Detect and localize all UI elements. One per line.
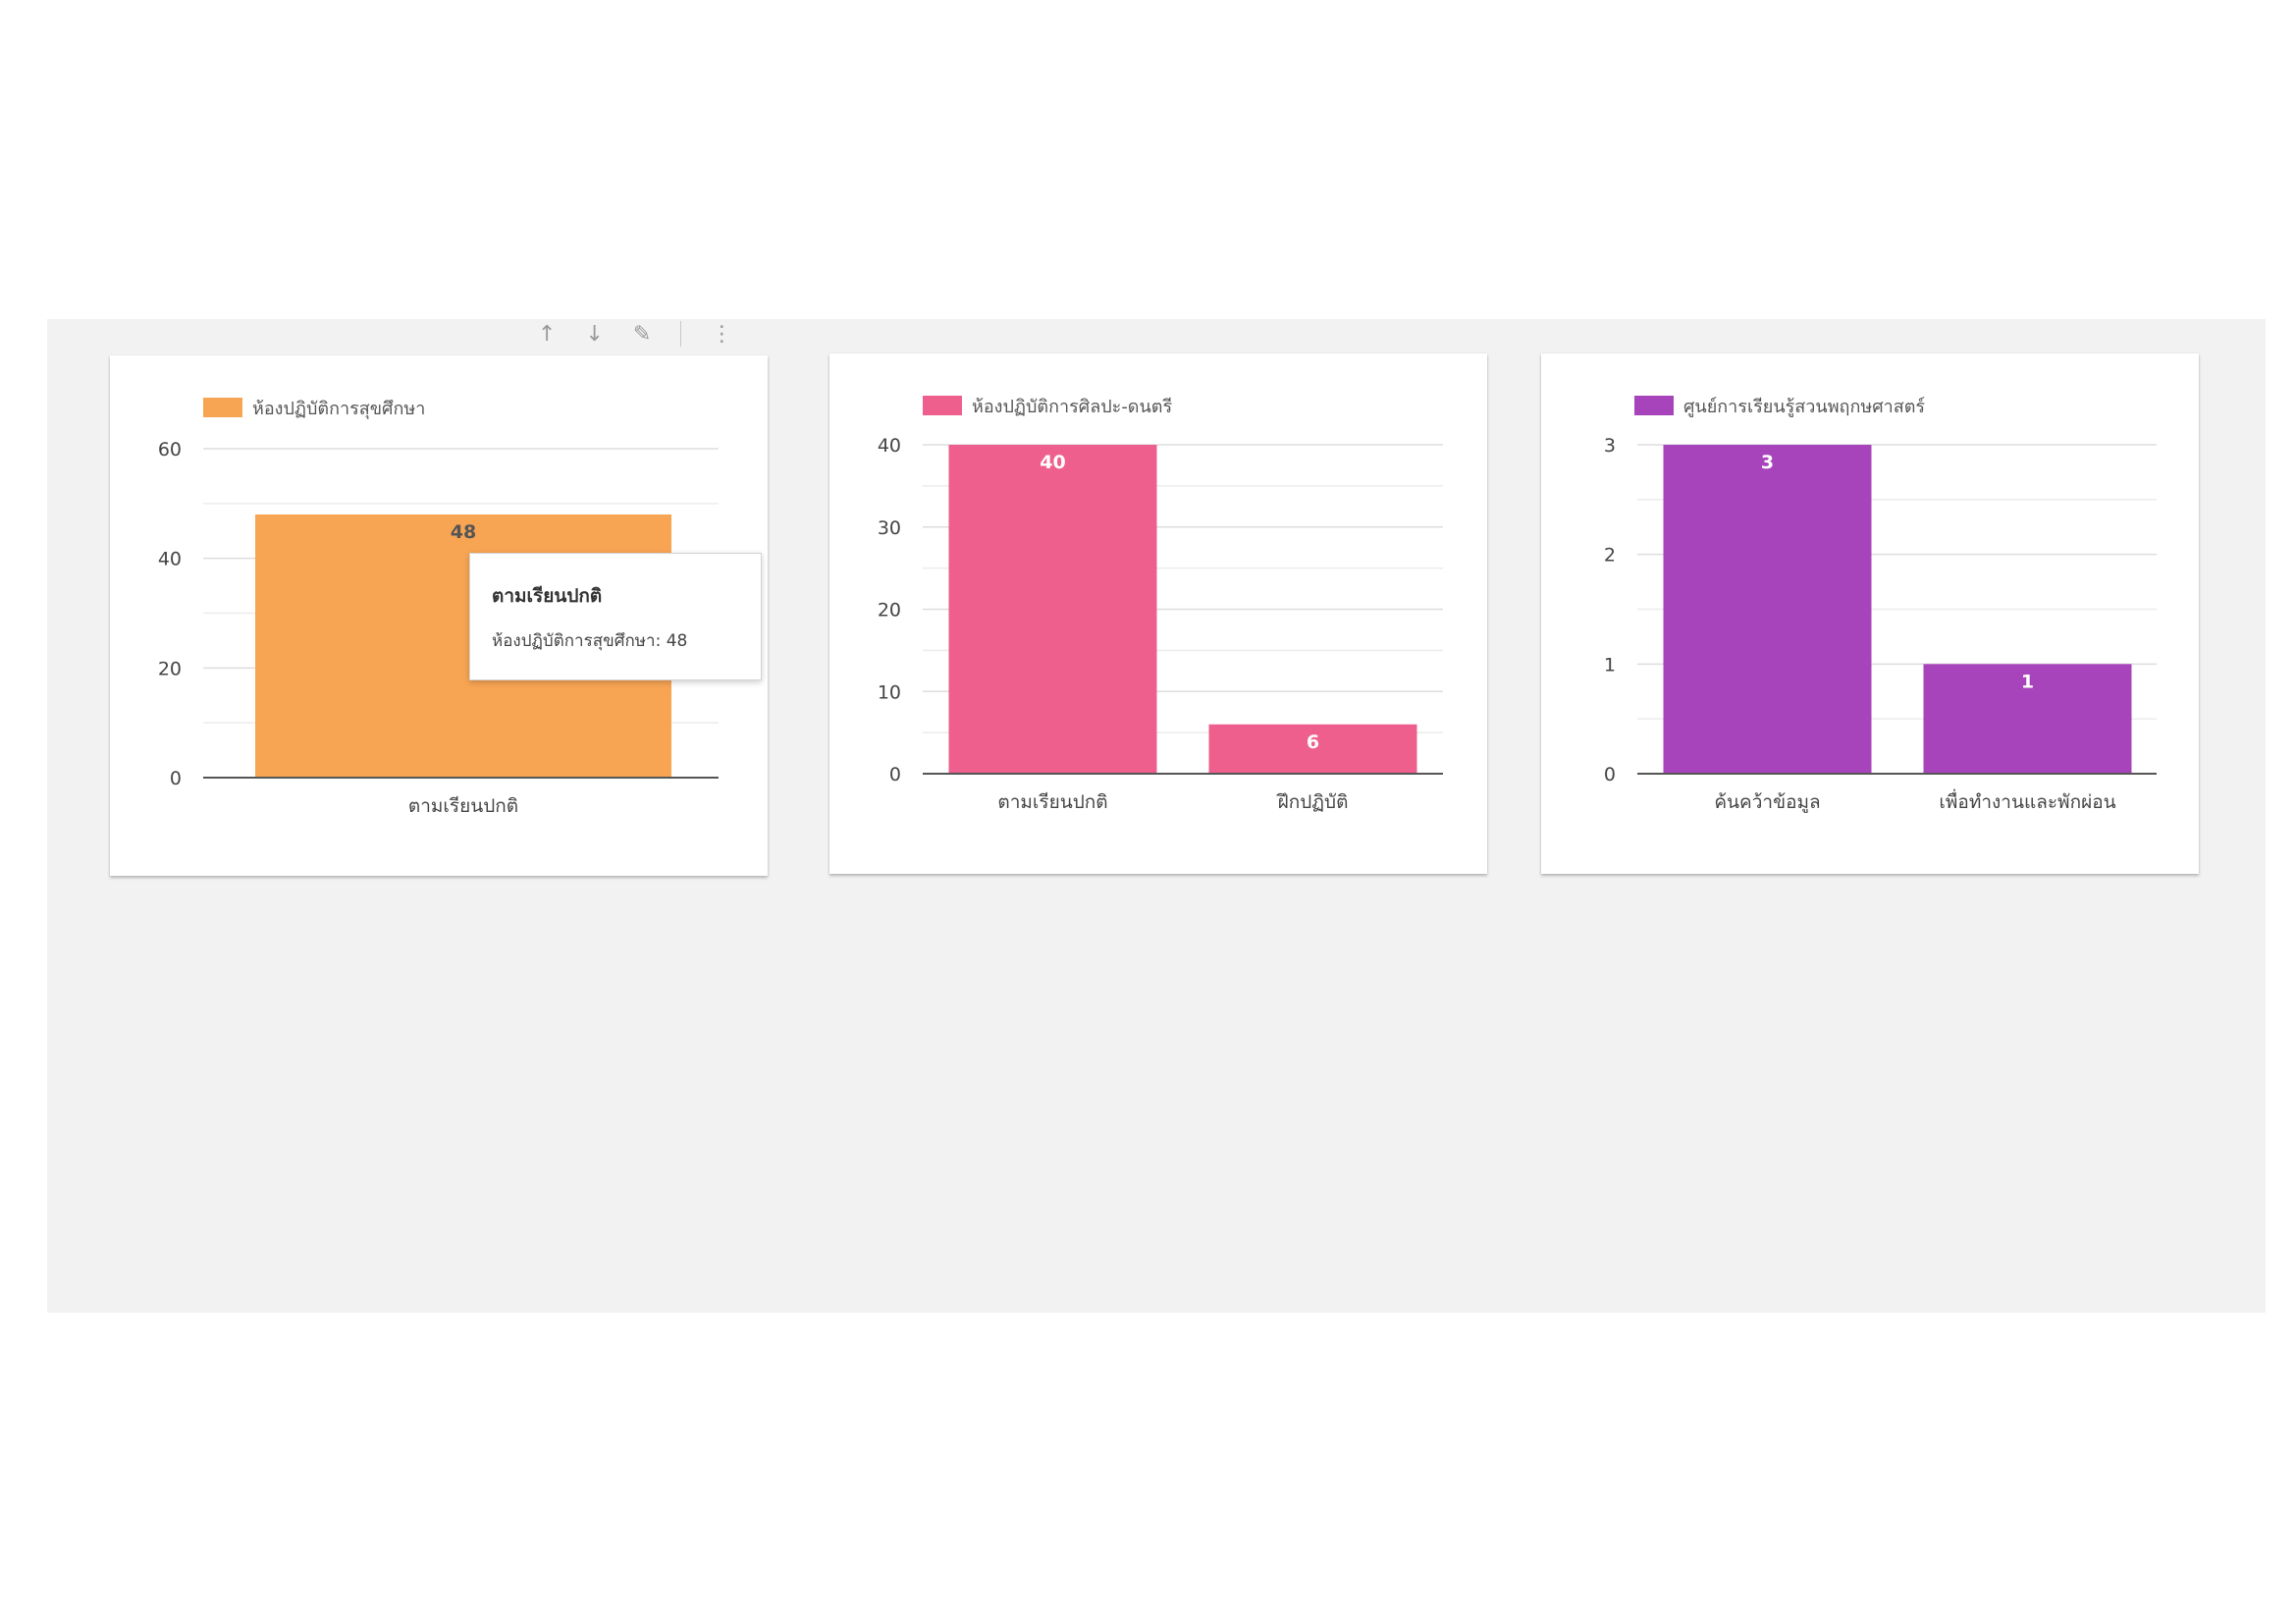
x-tick-label: ค้นคว้าข้อมูล [1714,791,1820,813]
chart-card-3: ศูนย์การเรียนรู้สวนพฤกษศาสตร์ 0 1 2 3 3 ค้นคว้… [1541,353,2199,874]
y-tick-label: 20 [878,600,901,622]
tooltip-value-line: ห้องปฏิบัติการสุขศึกษา: 48 [492,627,687,654]
tooltip-category: ตามเรียนปกติ [492,585,603,607]
bar-chart-2: ห้องปฏิบัติการศิลปะ-ดนตรี 0 10 20 30 40 40 ตามเ… [878,396,1443,813]
legend-swatch [923,396,962,415]
y-tick-label: 30 [878,517,901,539]
legend-label: ห้องปฏิบัติการศิลปะ-ดนตรี [972,397,1172,417]
bar [1923,664,2132,774]
arrow-down-icon[interactable]: ↓ [585,321,604,347]
y-tick-label: 20 [158,658,182,679]
x-tick-label: เพื่อทำงานและพักผ่อน [1939,788,2115,813]
bar [948,445,1157,774]
pen-icon[interactable]: ✎ [632,321,652,347]
tooltip-series: ห้องปฏิบัติการสุขศึกษา [492,631,656,651]
y-tick-label: 3 [1604,435,1616,457]
legend-label: ห้องปฏิบัติการสุขศึกษา [252,399,425,419]
y-tick-label: 1 [1604,654,1616,676]
data-label: 1 [2021,671,2034,692]
y-tick-label: 40 [158,549,182,570]
more-vert-icon[interactable]: ⋮ [711,321,733,347]
y-tick-label: 60 [158,439,182,460]
data-label: 48 [451,521,476,543]
y-tick-label: 0 [1604,764,1616,785]
bar [1208,724,1417,774]
chart-card-2: ห้องปฏิบัติการศิลปะ-ดนตรี 0 10 20 30 40 40 ตามเ… [829,353,1487,874]
y-tick-label: 40 [878,435,901,457]
y-tick-label: 10 [878,681,901,703]
data-label: 3 [1761,452,1774,473]
tooltip-separator: : [655,631,667,651]
chart-tooltip: ตามเรียนปกติ ห้องปฏิบัติการสุขศึกษา: 48 [469,553,762,680]
toolbar-divider [680,321,682,347]
data-label: 40 [1040,452,1065,473]
chart-toolbar: ↑ ↓ ✎ ⋮ [538,319,732,349]
data-label: 6 [1307,731,1319,753]
y-tick-label: 0 [889,764,901,785]
y-tick-label: 2 [1604,545,1616,567]
arrow-up-icon[interactable]: ↑ [538,321,557,347]
bar [1663,445,1872,774]
bar-chart-3: ศูนย์การเรียนรู้สวนพฤกษศาสตร์ 0 1 2 3 3 ค้นคว้… [1604,396,2157,813]
legend-swatch [203,398,242,417]
y-tick-label: 0 [170,768,182,789]
x-tick-label: ฝึกปฏิบัติ [1276,791,1349,813]
x-tick-label: ตามเรียนปกติ [408,795,518,817]
legend-label: ศูนย์การเรียนรู้สวนพฤกษศาสตร์ [1683,397,1925,417]
tooltip-value: 48 [666,631,688,651]
legend-swatch [1634,396,1674,415]
x-tick-label: ตามเรียนปกติ [997,791,1107,813]
